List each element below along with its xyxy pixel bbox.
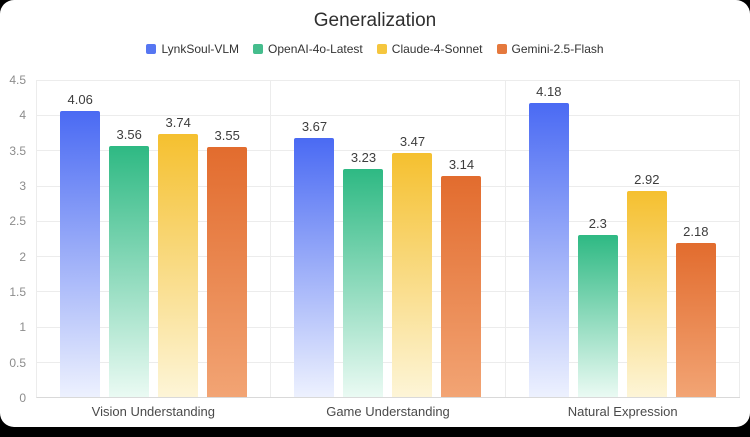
plot-groups: 4.06 3.56 3.74 3.55 3.67 3.23 3.47 3.14 4.18 2.3 2… (37, 80, 740, 397)
bar-cell: 3.23 (343, 80, 384, 397)
bar-value-label: 4.18 (536, 83, 562, 99)
bar-group: 3.67 3.23 3.47 3.14 (271, 80, 506, 397)
y-tick-label: 1.5 (9, 285, 26, 299)
gridline (37, 291, 740, 293)
category-label: Natural Expression (567, 404, 678, 419)
y-tick-label: 3.5 (9, 143, 26, 158)
bar (158, 133, 199, 397)
x-axis-labels: Vision Understanding Game Understanding Na… (36, 404, 740, 419)
legend-marker (146, 44, 157, 54)
legend-item[interactable]: OpenAI-4o-Latest (253, 42, 363, 56)
bar-cell: 2.3 (577, 80, 618, 397)
bar-cell: 3.47 (392, 80, 433, 397)
plot-area: 4.06 3.56 3.74 3.55 3.67 3.23 3.47 3.14 4.18 2.3 2… (36, 80, 740, 398)
bar (528, 102, 569, 397)
bar-value-label: 3.67 (301, 119, 328, 135)
y-tick-label: 0.5 (9, 355, 26, 370)
bar-cell: 4.18 (528, 80, 569, 397)
legend-marker (376, 44, 387, 54)
y-tick-label: 3 (19, 179, 26, 193)
bar-cell: 3.67 (294, 80, 335, 397)
y-tick-label: 1 (19, 320, 26, 335)
bar (577, 234, 618, 397)
bar-cell: 2.18 (675, 80, 716, 397)
y-tick-label: 2.5 (9, 214, 26, 229)
bar-cell: 3.74 (158, 80, 199, 397)
y-tick-label: 4.5 (9, 73, 26, 87)
bar-cell: 3.56 (109, 80, 150, 397)
gridline (37, 361, 740, 363)
bar-value-label: 3.47 (399, 133, 426, 149)
bar-value-label: 2.18 (683, 224, 709, 240)
bar-cell: 3.55 (207, 80, 248, 397)
bar-cell: 4.06 (60, 80, 101, 397)
y-tick-label: 4 (19, 108, 26, 123)
gridline (37, 256, 740, 258)
legend-label: LynkSoul-VLM (161, 42, 240, 56)
y-axis: 0 0.5 1 1.5 2 2.5 3 3.5 4 4.5 (0, 74, 28, 404)
bar-value-label: 4.06 (67, 92, 93, 107)
bar-group: 4.18 2.3 2.92 2.18 (506, 80, 740, 397)
legend-label: Gemini-2.5-Flash (511, 42, 604, 56)
bar (207, 146, 248, 397)
bar (392, 152, 433, 397)
category-label: Vision Understanding (91, 404, 215, 419)
legend-item[interactable]: Gemini-2.5-Flash (496, 42, 604, 56)
bar-cell: 2.92 (626, 80, 667, 397)
bar-value-label: 3.14 (448, 156, 475, 172)
bar (441, 175, 482, 397)
legend-item[interactable]: LynkSoul-VLM (146, 42, 239, 56)
legend: LynkSoul-VLM OpenAI-4o-Latest Claude-4-Son… (0, 40, 750, 58)
legend-item[interactable]: Claude-4-Sonnet (376, 42, 483, 56)
bar (109, 146, 150, 397)
gridline (37, 326, 740, 328)
bar (343, 169, 384, 397)
y-tick-label: 0 (19, 391, 26, 405)
bar-value-label: 2.3 (588, 215, 607, 231)
category-label: Game Understanding (326, 404, 450, 419)
legend-label: Claude-4-Sonnet (391, 42, 483, 56)
bar (60, 111, 101, 397)
bar (675, 243, 716, 397)
bar-group: 4.06 3.56 3.74 3.55 (37, 80, 272, 397)
gridline (37, 150, 740, 152)
y-tick-label: 2 (19, 249, 26, 264)
bar-value-label: 3.56 (116, 127, 142, 143)
gridline (37, 220, 740, 222)
bar-cell: 3.14 (441, 80, 482, 397)
chart-card: Generalization LynkSoul-VLM OpenAI-4o-Lat… (0, 0, 750, 427)
gridline (37, 115, 740, 117)
chart-area: 0 0.5 1 1.5 2 2.5 3 3.5 4 4.5 4.06 3.56 3.74 3.55 3.6… (0, 74, 740, 404)
gridline (37, 185, 740, 187)
bar-value-label: 2.92 (634, 172, 660, 188)
bar-value-label: 3.55 (214, 127, 240, 143)
gridlines (37, 80, 740, 397)
bar (626, 191, 667, 397)
legend-label: OpenAI-4o-Latest (268, 42, 363, 56)
bar-value-label: 3.74 (165, 114, 191, 130)
bar (294, 138, 335, 397)
legend-marker (496, 44, 507, 54)
chart-title: Generalization (313, 10, 437, 31)
gridline (37, 80, 740, 81)
bar-value-label: 3.23 (350, 150, 377, 166)
legend-marker (253, 44, 264, 54)
